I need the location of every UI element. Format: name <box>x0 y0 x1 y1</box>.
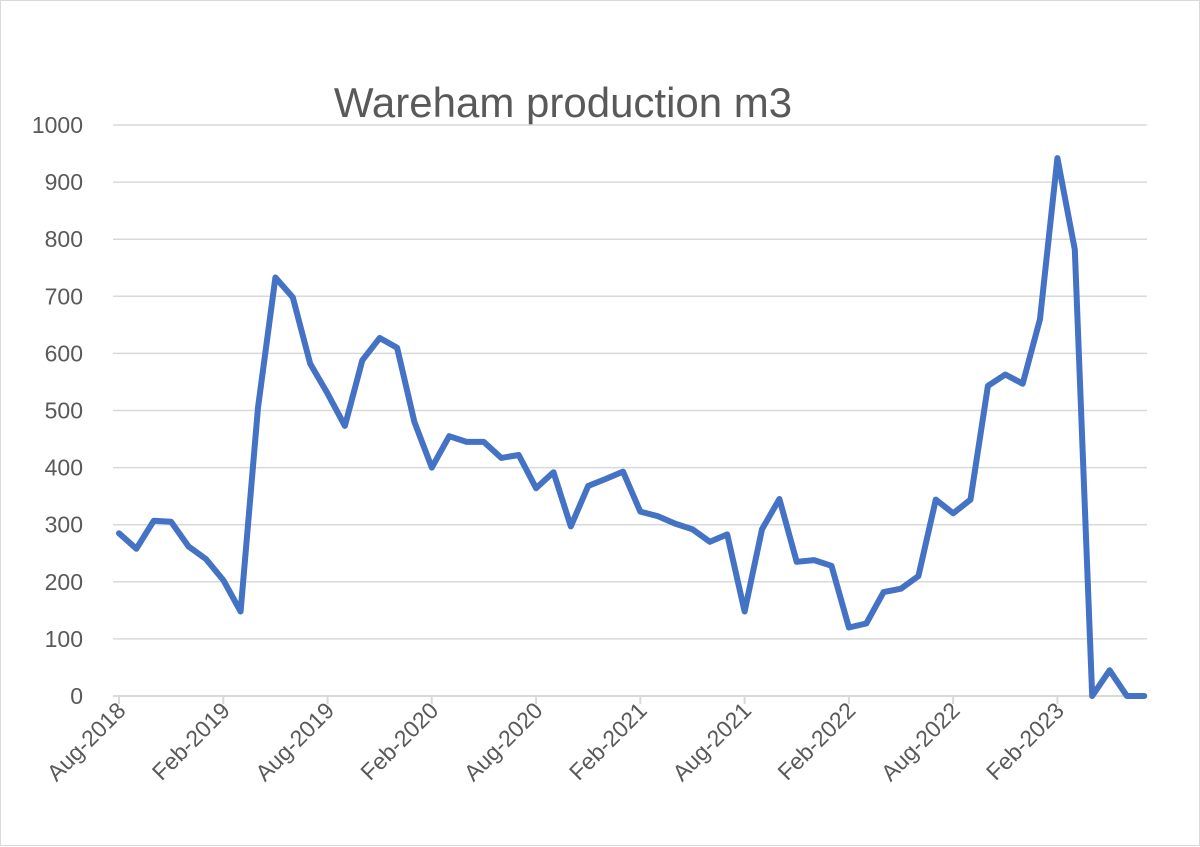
x-tick-label: Feb-2023 <box>981 697 1069 785</box>
x-tick-label: Aug-2021 <box>667 697 756 786</box>
x-tick-labels: Aug-2018 Feb-2019 Aug-2019 Feb-2020 Aug-2020… <box>42 697 1069 786</box>
y-tick-label: 800 <box>45 226 83 252</box>
y-tick-label: 200 <box>45 569 83 595</box>
x-tick-label: Aug-2022 <box>876 697 965 786</box>
y-tick-label: 400 <box>45 455 83 481</box>
x-tick-label: Aug-2019 <box>250 697 339 786</box>
axes <box>113 695 1147 704</box>
series-line <box>116 155 1148 699</box>
x-tick-label: Aug-2018 <box>42 697 131 786</box>
y-tick-label: 600 <box>45 340 83 366</box>
y-tick-label: 0 <box>70 683 83 709</box>
series-layer <box>116 155 1148 699</box>
y-tick-label: 700 <box>45 283 83 309</box>
y-tick-label: 100 <box>45 626 83 652</box>
y-tick-label: 500 <box>45 398 83 424</box>
x-tick-label: Aug-2020 <box>459 697 548 786</box>
y-tick-label: 900 <box>45 169 83 195</box>
gridlines <box>113 124 1147 640</box>
x-tick-label: Feb-2020 <box>355 697 443 785</box>
chart-title: Wareham production m3 <box>334 79 792 126</box>
x-tick-label: Feb-2022 <box>772 697 860 785</box>
x-tick-label: Feb-2021 <box>564 697 652 785</box>
y-tick-label: 1000 <box>32 112 83 138</box>
x-tick-label: Feb-2019 <box>147 697 235 785</box>
y-tick-label: 300 <box>45 512 83 538</box>
y-tick-labels: 0 100 200 300 400 500 600 700 800 900 1000 <box>32 112 83 709</box>
